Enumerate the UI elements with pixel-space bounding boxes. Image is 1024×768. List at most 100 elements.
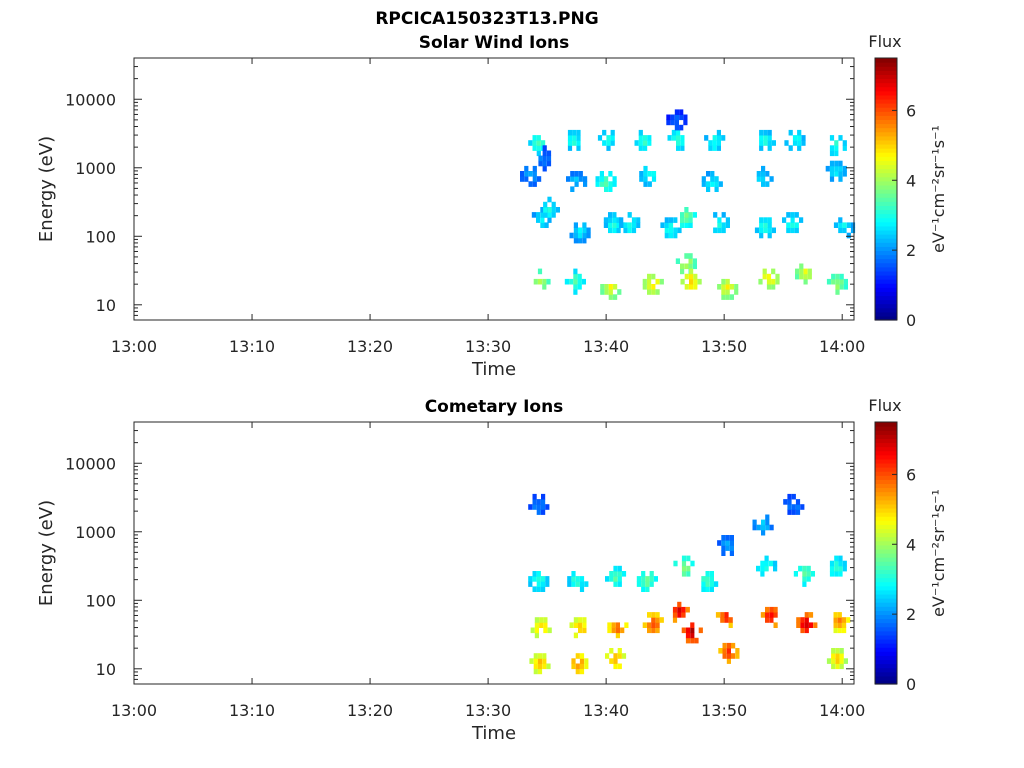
heatmap-cell xyxy=(543,212,548,218)
heatmap-cell xyxy=(581,278,586,285)
heatmap-cell xyxy=(834,145,839,151)
colorbar-segment xyxy=(875,659,897,665)
heatmap-cell xyxy=(801,135,806,141)
heatmap-cell xyxy=(566,176,571,182)
colorbar-segment xyxy=(875,176,897,182)
heatmap-cell xyxy=(783,499,788,505)
colorbar-segment xyxy=(875,303,897,309)
heatmap-cell xyxy=(668,232,674,239)
heatmap-cell xyxy=(842,227,847,234)
heatmap-cell xyxy=(717,284,722,290)
heatmap-cell xyxy=(573,632,578,639)
x-tick-label: 14:00 xyxy=(819,337,865,356)
heatmap-cell xyxy=(536,499,541,505)
heatmap-cell xyxy=(631,217,637,223)
heatmap-cell xyxy=(834,140,839,146)
panel-title: Cometary Ions xyxy=(425,397,564,417)
x-axis-label: Time xyxy=(471,359,516,380)
heatmap-cell xyxy=(838,217,843,223)
heatmap-cell xyxy=(765,612,770,618)
heatmap-cell xyxy=(802,565,807,572)
colorbar-segment xyxy=(875,270,897,276)
heatmap-cell xyxy=(547,207,552,213)
heatmap-cell xyxy=(647,273,652,280)
heatmap-cell xyxy=(721,222,726,228)
heatmap-cell xyxy=(595,176,600,182)
heatmap-cell xyxy=(534,622,539,628)
heatmap-cell xyxy=(782,217,787,223)
heatmap-cell xyxy=(766,273,772,280)
heatmap-cell xyxy=(540,217,545,223)
colorbar-segment xyxy=(875,197,897,202)
heatmap-cell xyxy=(787,504,792,510)
colorbar-segment xyxy=(875,638,897,644)
heatmap-cell xyxy=(709,586,714,592)
heatmap-cell xyxy=(775,278,780,285)
heatmap-cell xyxy=(536,150,541,157)
heatmap-cell xyxy=(760,560,765,567)
colorbar-segment xyxy=(875,569,897,575)
heatmap-cell xyxy=(602,140,607,146)
colorbar-tick-label: 4 xyxy=(906,535,916,554)
heatmap-cell xyxy=(613,663,618,670)
heatmap-cell xyxy=(528,181,533,187)
heatmap-cell xyxy=(838,555,843,562)
x-tick-labels: 13:00 13:10 13:20 13:30 13:40 13:50 14:00 xyxy=(111,337,865,356)
heatmap-cell xyxy=(720,612,725,618)
heatmap-cell xyxy=(543,201,548,208)
colorbar-segment xyxy=(875,540,897,546)
heatmap-cell xyxy=(684,217,689,223)
heatmap-cell xyxy=(664,217,669,223)
heatmap-cell xyxy=(655,289,660,295)
heatmap-cell xyxy=(536,217,541,223)
heatmap-cell xyxy=(651,617,656,623)
heatmap-cell xyxy=(620,627,625,634)
heatmap-cell xyxy=(643,165,648,172)
heatmap-cell xyxy=(839,658,844,664)
y-tick-label: 10 xyxy=(96,296,116,315)
heatmap-cell xyxy=(721,535,726,541)
colorbar-segment xyxy=(875,274,897,280)
heatmap-cell xyxy=(681,571,687,577)
colorbar-segment xyxy=(875,630,897,636)
heatmap-cell xyxy=(795,509,801,515)
colorbar-segment xyxy=(875,557,897,562)
heatmap-cell xyxy=(542,145,547,151)
heatmap-cell xyxy=(623,227,628,234)
colorbar-segment xyxy=(875,139,897,145)
heatmap-cell xyxy=(767,222,772,228)
heatmap-cell xyxy=(690,560,695,567)
heatmap-cell xyxy=(616,227,621,234)
colorbar-segment xyxy=(875,307,897,313)
heatmap-cell xyxy=(839,648,844,654)
heatmap-cell xyxy=(837,617,842,623)
colorbar-frame xyxy=(874,57,898,321)
heatmap-cell xyxy=(542,278,547,285)
colorbar-segment xyxy=(875,430,897,435)
heatmap-cell xyxy=(616,217,621,223)
heatmap-cell xyxy=(708,145,713,151)
heatmap-cell xyxy=(666,114,671,121)
heatmap-cell xyxy=(769,606,774,613)
heatmap-cell xyxy=(787,509,792,515)
heatmap-cell xyxy=(694,637,699,644)
colorbar-segment xyxy=(875,475,897,480)
heatmap-cell xyxy=(539,617,544,623)
heatmap-cell xyxy=(606,140,611,146)
heatmap-cell xyxy=(831,663,836,670)
heatmap-cell xyxy=(608,294,613,300)
heatmap-cell xyxy=(726,653,731,659)
heatmap-cell xyxy=(532,571,537,577)
colorbar: 0 2 4 6 xyxy=(874,421,916,694)
colorbar-segment xyxy=(875,602,897,607)
colorbar-segment xyxy=(875,499,897,505)
heatmap-cell xyxy=(768,560,773,567)
heatmap-cell xyxy=(520,176,525,182)
heatmap-cell xyxy=(808,612,814,618)
colorbar-segment xyxy=(875,573,897,579)
heatmap-cell xyxy=(532,135,537,141)
heatmap-cell xyxy=(796,622,801,628)
heatmap-cell xyxy=(617,571,622,577)
colorbar-segment xyxy=(875,205,897,211)
heatmap-cell xyxy=(617,565,622,572)
